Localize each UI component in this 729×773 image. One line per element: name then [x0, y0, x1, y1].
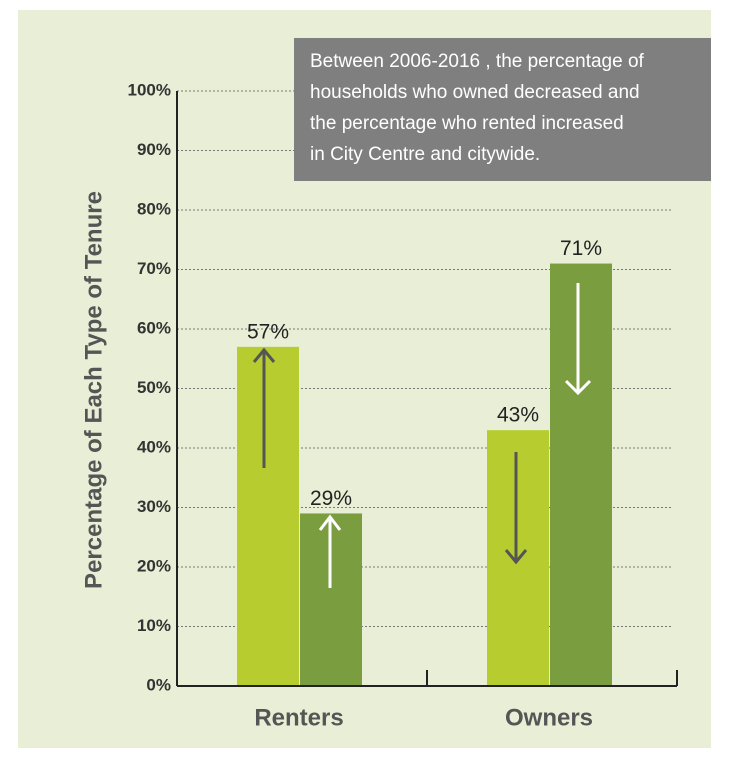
annotation-line: the percentage who rented increased: [310, 113, 624, 134]
annotation-line: households who owned decreased and: [310, 82, 640, 103]
y-tick-label: 20%: [137, 556, 171, 575]
y-tick-label: 60%: [137, 318, 171, 337]
y-tick-label: 70%: [137, 259, 171, 278]
y-tick-label: 90%: [137, 140, 171, 159]
y-tick-label: 100%: [128, 80, 171, 99]
x-tick-label: Owners: [505, 704, 593, 731]
bar: [550, 263, 612, 686]
y-tick-label: 30%: [137, 497, 171, 516]
annotation-line: in City Centre and citywide.: [310, 144, 540, 165]
y-tick-label: 80%: [137, 199, 171, 218]
value-label: 71%: [560, 237, 602, 260]
y-tick-label: 40%: [137, 437, 171, 456]
bar: [237, 346, 299, 686]
value-label: 43%: [497, 404, 539, 427]
annotation: Between 2006-2016 , the percentage of hou…: [310, 51, 645, 165]
x-tick-label: Renters: [254, 704, 343, 731]
value-label: 29%: [310, 487, 352, 510]
y-tick-label: 0%: [146, 675, 171, 694]
value-label: 57%: [247, 320, 289, 343]
y-axis-label: Percentage of Each Type of Tenure: [80, 191, 107, 589]
y-tick-label: 50%: [137, 378, 171, 397]
y-tick-label: 10%: [137, 616, 171, 635]
annotation-box: [294, 38, 711, 181]
arrows: [252, 283, 592, 588]
annotation-line: Between 2006-2016 , the percentage of: [310, 51, 645, 72]
